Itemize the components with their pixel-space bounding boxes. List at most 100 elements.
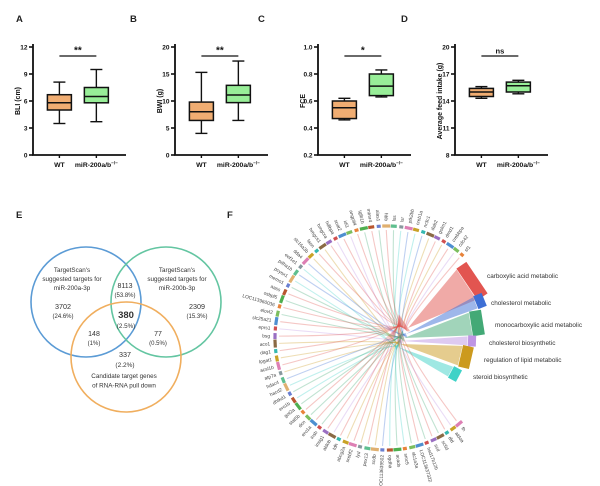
gene-tick [386,448,393,452]
venn-text: of RNA-RNA pull down [92,383,156,390]
ribbon [394,233,416,351]
venn-circle-0 [30,246,142,358]
venn-text: 148 [88,331,100,338]
gene-tick [433,235,441,241]
gene-tick [452,246,460,254]
category-label: regulation of lipid metabolic [484,357,562,364]
venn-text: 8113 [117,283,132,290]
x-tick-label: miR-200a/b−/− [497,161,540,170]
gene-label: scdb [371,454,378,465]
panel-c-boxplot-fce: 0.2 0.4 0.6 0.8 1.0 FCE WT miR-200a/b−/− * [300,44,411,169]
venn-text: suggested targets for [42,276,101,283]
gene-tick [275,361,282,371]
gene-tick [325,239,333,246]
ribbon [398,315,433,437]
ribbon [291,286,405,340]
ribbon [353,317,402,442]
ribbon [340,318,403,436]
ribbon [279,341,401,345]
gene-tick [279,294,285,304]
ribbon [357,233,408,329]
ribbon [346,341,401,439]
category-block [467,335,477,347]
ribbon [281,313,404,338]
panel-letter-a: A [16,14,23,25]
gene-label: soat2 [332,219,342,232]
venn-text: (2.2%) [115,362,134,369]
category-block [456,261,488,301]
ribbon [333,340,403,433]
gene-tick [294,402,302,411]
gene-tick [449,425,457,432]
gene-tick [274,355,280,362]
category-block [458,345,474,369]
y-tick-label: 8 [446,152,450,159]
category-fan [408,269,477,328]
venn-text: (53.8%) [114,293,135,299]
gene-label: dcn [297,419,307,429]
venn-text: TargetScan's [54,267,90,274]
y-tick-label: 0.8 [303,71,312,78]
venn-text: 2309 [189,302,205,311]
gene-tick [402,446,408,451]
ribbon [336,241,403,344]
x-tick-label: WT [196,162,207,169]
gene-tick [408,444,416,450]
gene-tick [399,225,404,229]
box-miR-200a/b [505,81,532,93]
ribbon [280,321,406,330]
gene-tick [370,447,379,452]
y-tick-label: 20 [162,44,170,51]
ribbon [385,229,409,330]
gene-label: slc25a21 [252,315,272,324]
ribbon [405,257,460,332]
panel-a-boxplot-bli: 0 3 6 9 12 BLI (cm) WT miR-200a/b−/− ** [15,44,126,170]
x-tick-label: WT [54,162,65,169]
venn-text: (1%) [88,341,101,347]
gene-label: ptk2bb [407,208,416,224]
gene-tick [412,227,420,233]
category-block [469,309,485,337]
gene-tick [441,239,447,244]
ribbon [284,341,401,373]
gene-tick [415,442,424,448]
gene-tick [278,370,283,376]
y-tick-label: 10 [162,98,170,105]
gene-label: scd [432,443,441,453]
gene-tick [454,420,464,428]
ribbon [397,316,419,442]
y-tick-label: 17 [442,71,450,78]
ribbon [401,235,423,338]
y-tick-label: 0.6 [303,98,312,105]
y-tick-label: 3 [24,125,28,132]
gene-tick [333,236,339,241]
category-fan [404,312,473,338]
gene-label: ogdha [386,455,392,469]
gene-label: pex13 [362,452,370,466]
panel-b-boxplot-bwi: 0 5 10 15 20 BWI (g) WT miR-200a/b−/− ** [157,44,268,170]
gene-label: idi1 [342,220,350,229]
ribbon [389,344,400,446]
gene-label: dag1 [260,349,272,356]
gene-label: atp7a [264,372,278,382]
category-fan [406,297,478,334]
gene-tick [273,339,277,348]
ribbon [399,331,426,440]
category-label: steroid biosynthetic [473,374,529,381]
ribbon [374,339,402,446]
y-tick-label: 0 [166,152,170,159]
gene-tick [404,225,413,231]
box-miR-200a/b [368,73,395,97]
gene-tick [277,303,282,309]
gene-label: aco1 [260,341,271,348]
x-tick-label: miR-200a/b−/− [217,161,260,170]
gene-tick [292,269,300,277]
gene-tick [282,288,288,296]
x-tick-label: miR-200a/b−/− [75,161,118,170]
panel-letter-b: B [130,14,137,25]
gene-tick [436,433,445,440]
category-fan [400,344,463,366]
gene-tick [424,440,430,445]
y-tick-label: 9 [24,71,28,78]
